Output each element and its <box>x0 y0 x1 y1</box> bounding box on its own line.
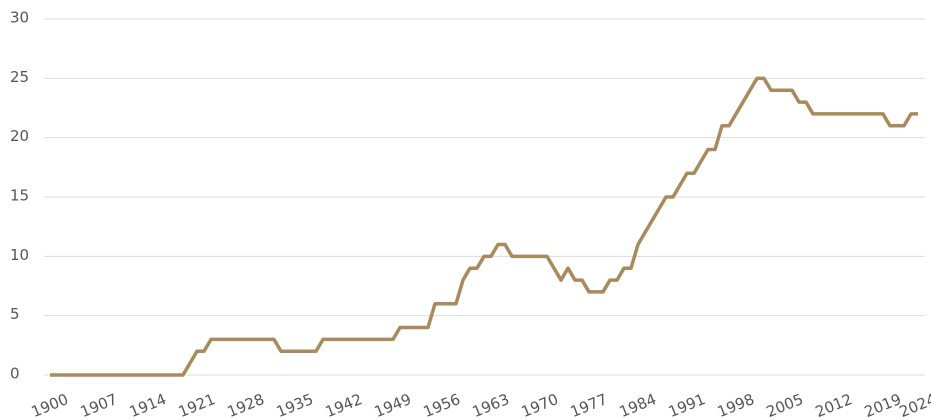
x-tick-label: 1907 <box>78 390 120 420</box>
x-tick-label: 1956 <box>421 390 463 420</box>
x-tick-label: 2012 <box>813 390 855 420</box>
y-tick-label: 15 <box>10 187 29 205</box>
y-tick-label: 5 <box>10 305 20 323</box>
x-tick-label: 1963 <box>470 390 512 420</box>
y-tick-label: 10 <box>10 246 29 264</box>
y-tick-label: 30 <box>10 9 29 27</box>
x-tick-label: 1921 <box>176 390 218 420</box>
x-tick-label: 1942 <box>323 390 365 420</box>
x-tick-label: 1977 <box>568 390 610 420</box>
x-tick-label: 1928 <box>225 390 267 420</box>
data-line <box>50 76 918 377</box>
x-tick-label: 2005 <box>764 390 806 420</box>
x-tick-label: 1949 <box>372 390 414 420</box>
x-tick-label: 1900 <box>29 390 71 420</box>
x-tick-label: 1970 <box>519 390 561 420</box>
y-tick-label: 0 <box>10 365 20 383</box>
x-tick-label: 1991 <box>666 390 708 420</box>
y-tick-label: 25 <box>10 68 29 86</box>
x-tick-label: 1935 <box>274 390 316 420</box>
y-tick-label: 20 <box>10 127 29 145</box>
x-tick-label: 2024 <box>897 390 931 420</box>
x-tick-label: 1984 <box>617 390 659 420</box>
x-tick-label: 1914 <box>127 390 169 420</box>
x-tick-label: 1998 <box>715 390 757 420</box>
